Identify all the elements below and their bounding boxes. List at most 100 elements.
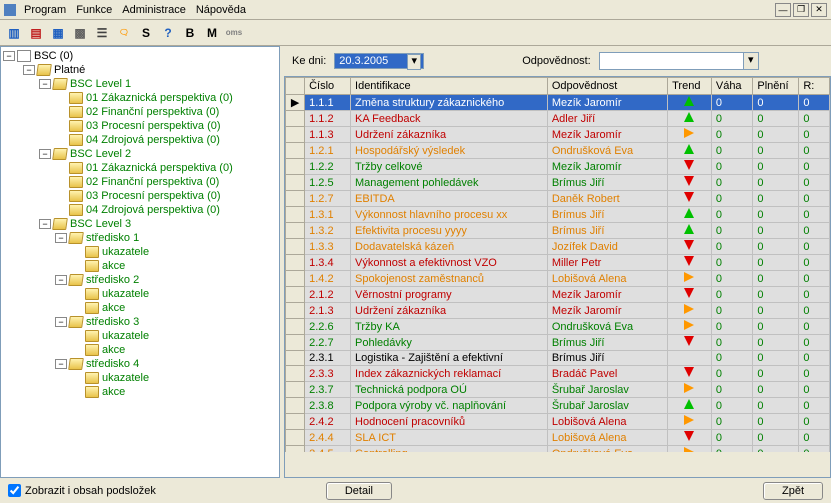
m-icon[interactable]: M (202, 23, 222, 43)
help-icon[interactable]: ? (158, 23, 178, 43)
tree-node[interactable]: 02 Finanční perspektiva (0) (3, 175, 277, 189)
trend-up-icon (684, 96, 694, 106)
table-row[interactable]: 1.2.2 Tržby celkové Mezík Jaromír 0 0 0 (286, 159, 830, 175)
toolbar: ▥▤▦▩☰🗨S?BMoms (0, 20, 831, 46)
menu-Funkce[interactable]: Funkce (76, 4, 112, 16)
tree-node[interactable]: akce (3, 343, 277, 357)
table-row[interactable]: 2.1.3 Udržení zákazníka Mezík Jaromír 0 … (286, 303, 830, 319)
tree-node[interactable]: −Platné (3, 63, 277, 77)
trend-down-icon (684, 256, 694, 266)
grid[interactable]: ČísloIdentifikaceOdpovědnostTrendVáhaPln… (284, 76, 831, 478)
tree-node[interactable]: −BSC (0) (3, 49, 277, 63)
table-row[interactable]: 1.1.2 KA Feedback Adler Jiří 0 0 0 (286, 111, 830, 127)
trend-up-icon (684, 224, 694, 234)
tree-node[interactable]: akce (3, 259, 277, 273)
tree-node[interactable]: ukazatele (3, 245, 277, 259)
trend-down-icon (684, 160, 694, 170)
col-Identifikace[interactable]: Identifikace (351, 78, 548, 95)
b-icon[interactable]: B (180, 23, 200, 43)
back-button[interactable]: Zpět (763, 482, 823, 500)
tree-node[interactable]: 04 Zdrojová perspektiva (0) (3, 133, 277, 147)
table-row[interactable]: 2.4.2 Hodnocení pracovníků Lobišová Alen… (286, 414, 830, 430)
col-Váha[interactable]: Váha (711, 78, 753, 95)
minimize-btn[interactable]: — (775, 3, 791, 17)
table-row[interactable]: ▶ 1.1.1 Změna struktury zákaznického Mez… (286, 95, 830, 111)
trend-right-icon (684, 383, 694, 393)
tree-node[interactable]: −BSC Level 2 (3, 147, 277, 161)
table-row[interactable]: 1.3.2 Efektivita procesu yyyy Brímus Jiř… (286, 223, 830, 239)
table-row[interactable]: 2.4.4 SLA ICT Lobišová Alena 0 0 0 (286, 430, 830, 446)
row-marker-col (286, 78, 305, 95)
table-row[interactable]: 1.2.7 EBITDA Daněk Robert 0 0 0 (286, 191, 830, 207)
table-row[interactable]: 1.3.4 Výkonnost a efektivnost VZO Miller… (286, 255, 830, 271)
table-row[interactable]: 1.2.5 Management pohledávek Brímus Jiří … (286, 175, 830, 191)
tree-node[interactable]: 04 Zdrojová perspektiva (0) (3, 203, 277, 217)
table-row[interactable]: 2.3.3 Index zákaznických reklamací Bradá… (286, 366, 830, 382)
icon4[interactable]: ▩ (70, 23, 90, 43)
trend-down-icon (684, 431, 694, 441)
tree-node[interactable]: −BSC Level 1 (3, 77, 277, 91)
icon3[interactable]: ▦ (48, 23, 68, 43)
trend-right-icon (684, 447, 694, 452)
s-icon[interactable]: S (136, 23, 156, 43)
tree-node[interactable]: −BSC Level 3 (3, 217, 277, 231)
checkbox-label: Zobrazit i obsah podsložek (25, 485, 156, 497)
date-combo[interactable]: 20.3.2005 (334, 53, 424, 69)
close-btn[interactable]: ✕ (811, 3, 827, 17)
trend-right-icon (684, 320, 694, 330)
tree-node[interactable]: 03 Procesní perspektiva (0) (3, 119, 277, 133)
tree-panel[interactable]: −BSC (0)−Platné−BSC Level 101 Zákaznická… (0, 46, 280, 478)
table-row[interactable]: 2.3.1 Logistika - Zajištění a efektivní … (286, 351, 830, 366)
trend-right-icon (684, 272, 694, 282)
col-R:[interactable]: R: (799, 78, 830, 95)
tree-node[interactable]: 03 Procesní perspektiva (0) (3, 189, 277, 203)
tree-node[interactable]: ukazatele (3, 371, 277, 385)
table-row[interactable]: 1.2.1 Hospodářský výsledek Ondrušková Ev… (286, 143, 830, 159)
icon1[interactable]: ▥ (4, 23, 24, 43)
tree-node[interactable]: akce (3, 385, 277, 399)
col-Odpovědnost[interactable]: Odpovědnost (547, 78, 667, 95)
col-Plnění[interactable]: Plnění (753, 78, 799, 95)
table-row[interactable]: 1.4.2 Spokojenost zaměstnanců Lobišová A… (286, 271, 830, 287)
table-row[interactable]: 2.3.8 Podpora výroby vč. naplňování Šrub… (286, 398, 830, 414)
table-row[interactable]: 1.3.1 Výkonnost hlavního procesu xx Brím… (286, 207, 830, 223)
tree-node[interactable]: −středisko 4 (3, 357, 277, 371)
icon5[interactable]: ☰ (92, 23, 112, 43)
odpovednost-label: Odpovědnost: (522, 55, 591, 67)
checkbox-input[interactable] (8, 484, 21, 497)
oms-icon[interactable]: oms (224, 23, 244, 43)
odpovednost-combo[interactable] (599, 52, 759, 70)
tree-node[interactable]: 01 Zákaznická perspektiva (0) (3, 91, 277, 105)
tree-node[interactable]: −středisko 2 (3, 273, 277, 287)
table-row[interactable]: 2.2.7 Pohledávky Brímus Jiří 0 0 0 (286, 335, 830, 351)
trend-right-icon (684, 304, 694, 314)
table-row[interactable]: 2.3.7 Technická podpora OÚ Šrubař Jarosl… (286, 382, 830, 398)
table-row[interactable]: 2.1.2 Věrnostní programy Mezík Jaromír 0… (286, 287, 830, 303)
tree-node[interactable]: −středisko 3 (3, 315, 277, 329)
tree-node[interactable]: 01 Zákaznická perspektiva (0) (3, 161, 277, 175)
table-row[interactable]: 2.2.6 Tržby KA Ondrušková Eva 0 0 0 (286, 319, 830, 335)
menu-Nápověda[interactable]: Nápověda (196, 4, 246, 16)
trend-right-icon (684, 128, 694, 138)
restore-btn[interactable]: ❐ (793, 3, 809, 17)
trend-down-icon (684, 336, 694, 346)
speech-icon[interactable]: 🗨 (114, 23, 134, 43)
trend-up-icon (684, 112, 694, 122)
show-subfolders-checkbox[interactable]: Zobrazit i obsah podsložek (8, 484, 156, 497)
table-row[interactable]: 1.3.3 Dodavatelská kázeň Jozífek David 0… (286, 239, 830, 255)
tree-node[interactable]: 02 Finanční perspektiva (0) (3, 105, 277, 119)
menu-Program[interactable]: Program (24, 4, 66, 16)
trend-down-icon (684, 176, 694, 186)
icon2[interactable]: ▤ (26, 23, 46, 43)
table-row[interactable]: 1.1.3 Udržení zákazníka Mezík Jaromír 0 … (286, 127, 830, 143)
table-row[interactable]: 2.4.5 Controlling Ondrušková Eva 0 0 0 (286, 446, 830, 453)
col-Trend[interactable]: Trend (668, 78, 712, 95)
tree-node[interactable]: ukazatele (3, 329, 277, 343)
tree-node[interactable]: akce (3, 301, 277, 315)
col-Číslo[interactable]: Číslo (305, 78, 351, 95)
menu-Administrace[interactable]: Administrace (122, 4, 186, 16)
detail-button[interactable]: Detail (326, 482, 392, 500)
trend-down-icon (684, 192, 694, 202)
tree-node[interactable]: −středisko 1 (3, 231, 277, 245)
tree-node[interactable]: ukazatele (3, 287, 277, 301)
